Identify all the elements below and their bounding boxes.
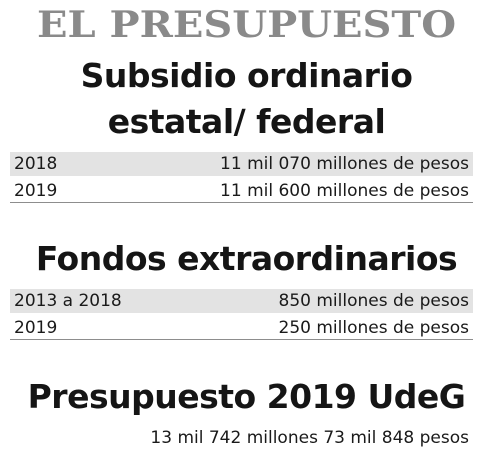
- page-title: EL PRESUPUESTO: [36, 2, 457, 47]
- table-row: 2019 250 millones de pesos: [10, 316, 473, 340]
- row-year: 2019: [14, 317, 58, 338]
- section-heading-presupuesto: Presupuesto 2019 UdeG: [27, 377, 466, 416]
- table-row: 2013 a 2018 850 millones de pesos: [10, 289, 473, 313]
- row-year: 2018: [14, 154, 58, 174]
- section-heading-fondos: Fondos extraordinarios: [35, 239, 458, 278]
- row-amount: 11 mil 600 millones de pesos: [220, 180, 469, 201]
- row-year: 2019: [14, 180, 58, 201]
- table-row: 2019 11 mil 600 millones de pesos: [10, 179, 473, 203]
- row-amount: 11 mil 070 millones de pesos: [220, 154, 469, 174]
- row-amount: 850 millones de pesos: [278, 291, 470, 311]
- table-row: 2018 11 mil 070 millones de pesos: [10, 152, 473, 176]
- total-amount: 13 mil 742 millones 73 mil 848 pesos: [150, 428, 469, 448]
- section-heading-subsidio-line-1: Subsidio ordinario: [80, 56, 413, 95]
- row-year: 2013 a 2018: [14, 291, 122, 311]
- section-heading-subsidio-line-2: estatal/ federal: [107, 102, 386, 141]
- row-amount: 250 millones de pesos: [278, 317, 470, 338]
